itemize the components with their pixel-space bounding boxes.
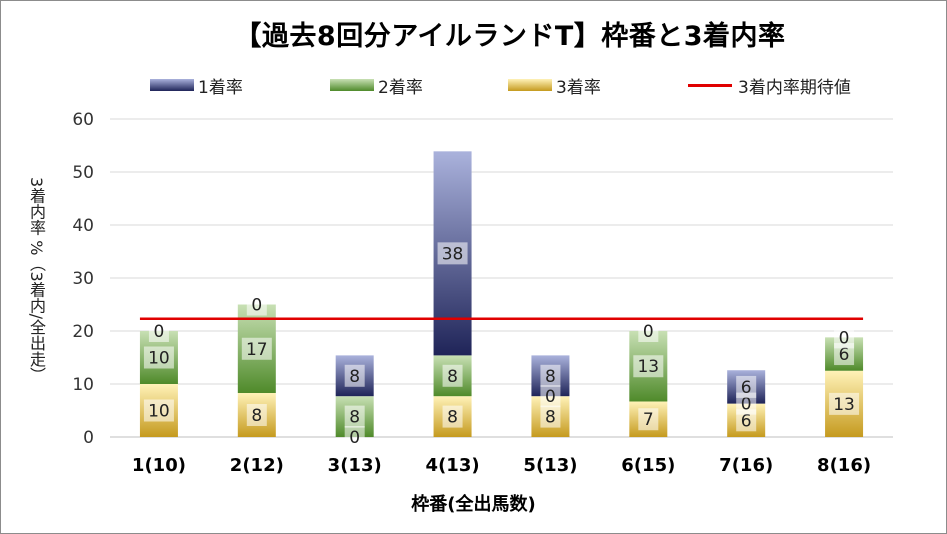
data-label-box — [437, 242, 468, 265]
data-label: 38 — [442, 244, 464, 264]
data-label-box — [736, 375, 757, 398]
data-label: 6 — [839, 345, 850, 365]
legend-label-2nd: 2着率 — [378, 77, 423, 98]
x-tick-label: 4(13) — [426, 455, 480, 476]
data-label: 6 — [741, 411, 752, 431]
x-tick-label: 6(15) — [621, 455, 675, 476]
x-tick-label: 1(10) — [132, 455, 186, 476]
legend: 1着率 2着率 3着率 3着内率期待値 — [0, 72, 947, 98]
data-label-box — [540, 364, 561, 387]
data-label-box — [736, 409, 757, 432]
data-label: 0 — [251, 296, 262, 316]
data-label: 10 — [148, 402, 170, 422]
data-label-box — [246, 293, 267, 316]
data-label-box — [344, 405, 365, 428]
legend-item-1st: 1着率 — [150, 72, 243, 98]
data-label-box — [540, 385, 561, 408]
data-label-box — [834, 326, 855, 349]
y-tick-label: 40 — [72, 216, 94, 236]
data-label: 7 — [643, 410, 654, 430]
x-tick-label: 3(13) — [328, 455, 382, 476]
legend-swatch-1st — [150, 79, 194, 91]
y-tick-label: 0 — [83, 428, 94, 448]
data-label-box — [344, 426, 365, 448]
data-label: 8 — [545, 408, 556, 428]
data-label: 17 — [246, 340, 268, 360]
legend-label-3rd: 3着率 — [556, 77, 601, 98]
data-label: 0 — [545, 387, 556, 407]
data-label: 0 — [154, 322, 165, 342]
data-label: 8 — [251, 406, 262, 426]
legend-swatch-2nd — [330, 79, 374, 91]
data-label: 8 — [447, 367, 458, 387]
data-label-box — [638, 320, 659, 342]
data-label: 13 — [833, 395, 855, 415]
x-tick-label: 5(13) — [523, 455, 577, 476]
x-tick-label: 7(16) — [719, 455, 773, 476]
data-label: 8 — [349, 408, 360, 428]
chart-title: 【過去8回分アイルランドT】枠番と3着内率 — [234, 21, 786, 52]
data-label-box — [638, 408, 659, 431]
legend-label-1st: 1着率 — [198, 77, 243, 98]
data-label-box — [143, 399, 174, 422]
data-label: 0 — [839, 328, 850, 348]
legend-item-expected: 3着内率期待値 — [688, 72, 851, 98]
legend-line-expected — [688, 83, 732, 87]
legend-swatch-3rd — [508, 79, 552, 91]
data-label-box — [834, 343, 855, 366]
legend-label-expected: 3着内率期待値 — [738, 77, 851, 98]
data-label: 0 — [349, 428, 360, 448]
data-label: 13 — [637, 357, 659, 377]
data-label-box — [148, 320, 169, 342]
y-tick-label: 10 — [72, 375, 94, 395]
y-tick-label: 20 — [72, 322, 94, 342]
y-tick-label: 60 — [72, 110, 94, 130]
data-label-box — [736, 392, 757, 415]
data-label: 0 — [643, 322, 654, 342]
data-label: 0 — [741, 395, 752, 415]
data-label: 10 — [148, 349, 170, 369]
x-tick-label: 8(16) — [817, 455, 871, 476]
data-label: 6 — [741, 378, 752, 398]
data-label-box — [633, 355, 664, 378]
data-label: 8 — [545, 367, 556, 387]
data-label: 8 — [447, 408, 458, 428]
y-tick-label: 50 — [72, 163, 94, 183]
data-label-box — [246, 404, 267, 427]
data-label-box — [442, 405, 463, 428]
y-tick-label: 30 — [72, 269, 94, 289]
data-label-box — [442, 364, 463, 387]
y-axis-title: 3着内率 %（3着内/全出走） — [27, 176, 46, 384]
x-axis-title: 枠番(全出馬数) — [411, 494, 536, 515]
data-label-box — [829, 392, 860, 415]
x-tick-label: 2(12) — [230, 455, 284, 476]
legend-item-2nd: 2着率 — [330, 72, 423, 98]
data-label-box — [143, 346, 174, 369]
data-label-box — [241, 337, 272, 360]
data-label-box — [344, 364, 365, 387]
data-label: 8 — [349, 367, 360, 387]
legend-item-3rd: 3着率 — [508, 72, 601, 98]
data-label-box — [540, 405, 561, 428]
